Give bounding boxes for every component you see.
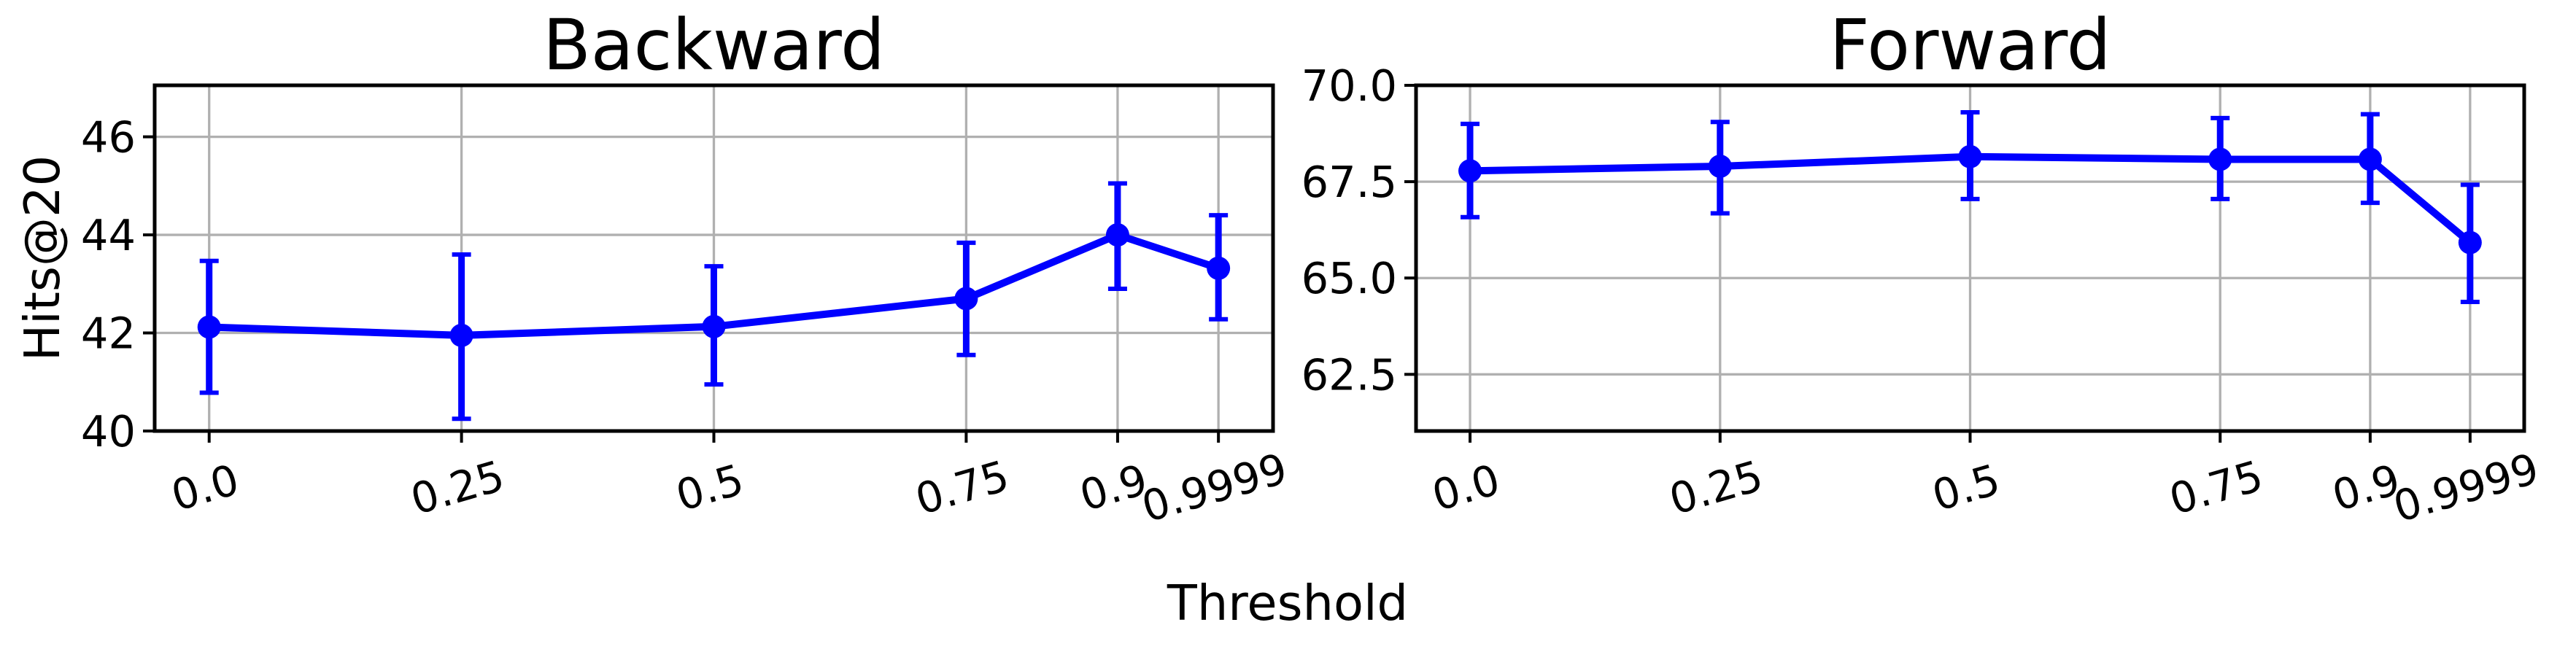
axes-border — [152, 83, 1275, 433]
x-tick-label: 0.5 — [1927, 454, 2005, 521]
data-point — [2358, 147, 2382, 171]
x-tick-label: 0.25 — [406, 451, 510, 524]
x-tick-label: 0.0 — [166, 454, 244, 521]
data-point — [954, 287, 978, 311]
subplot-title-forward: Forward — [1829, 4, 2111, 86]
y-tick-label: 65.0 — [1301, 253, 1397, 303]
data-point — [702, 314, 726, 338]
data-point — [2208, 147, 2232, 171]
data-point — [1708, 154, 1732, 178]
y-axis-label: Hits@20 — [14, 155, 71, 362]
data-line — [205, 231, 1223, 339]
axes-border — [1414, 83, 2526, 433]
x-tick-label: 0.75 — [910, 451, 1014, 524]
data-point — [197, 315, 221, 339]
x-tick-label: 0.0 — [1427, 454, 1505, 521]
data-line — [1466, 152, 2474, 246]
data-point — [2458, 230, 2482, 255]
x-axis-label: Threshold — [1167, 575, 1409, 632]
y-tick-label: 46 — [81, 112, 136, 163]
subplot-title-backward: Backward — [542, 4, 886, 86]
x-tick-label: 0.75 — [2164, 451, 2268, 524]
data-point — [449, 323, 473, 347]
y-tick-label: 70.0 — [1301, 61, 1397, 111]
y-tick-label: 62.5 — [1301, 349, 1397, 400]
x-tick-label: 0.9999 — [1137, 443, 1293, 532]
x-tick-label: 0.9999 — [2388, 443, 2544, 532]
data-point — [1105, 223, 1129, 247]
x-tick-label: 0.25 — [1664, 451, 1768, 524]
x-tick-label: 0.5 — [670, 454, 749, 521]
data-point — [1458, 159, 1482, 183]
y-tick-label: 40 — [81, 406, 136, 457]
y-tick-label: 44 — [81, 210, 136, 260]
y-tick-label: 42 — [81, 308, 136, 359]
y-tick-label: 67.5 — [1301, 157, 1397, 207]
data-point — [1958, 144, 1982, 168]
data-point — [1207, 256, 1231, 280]
